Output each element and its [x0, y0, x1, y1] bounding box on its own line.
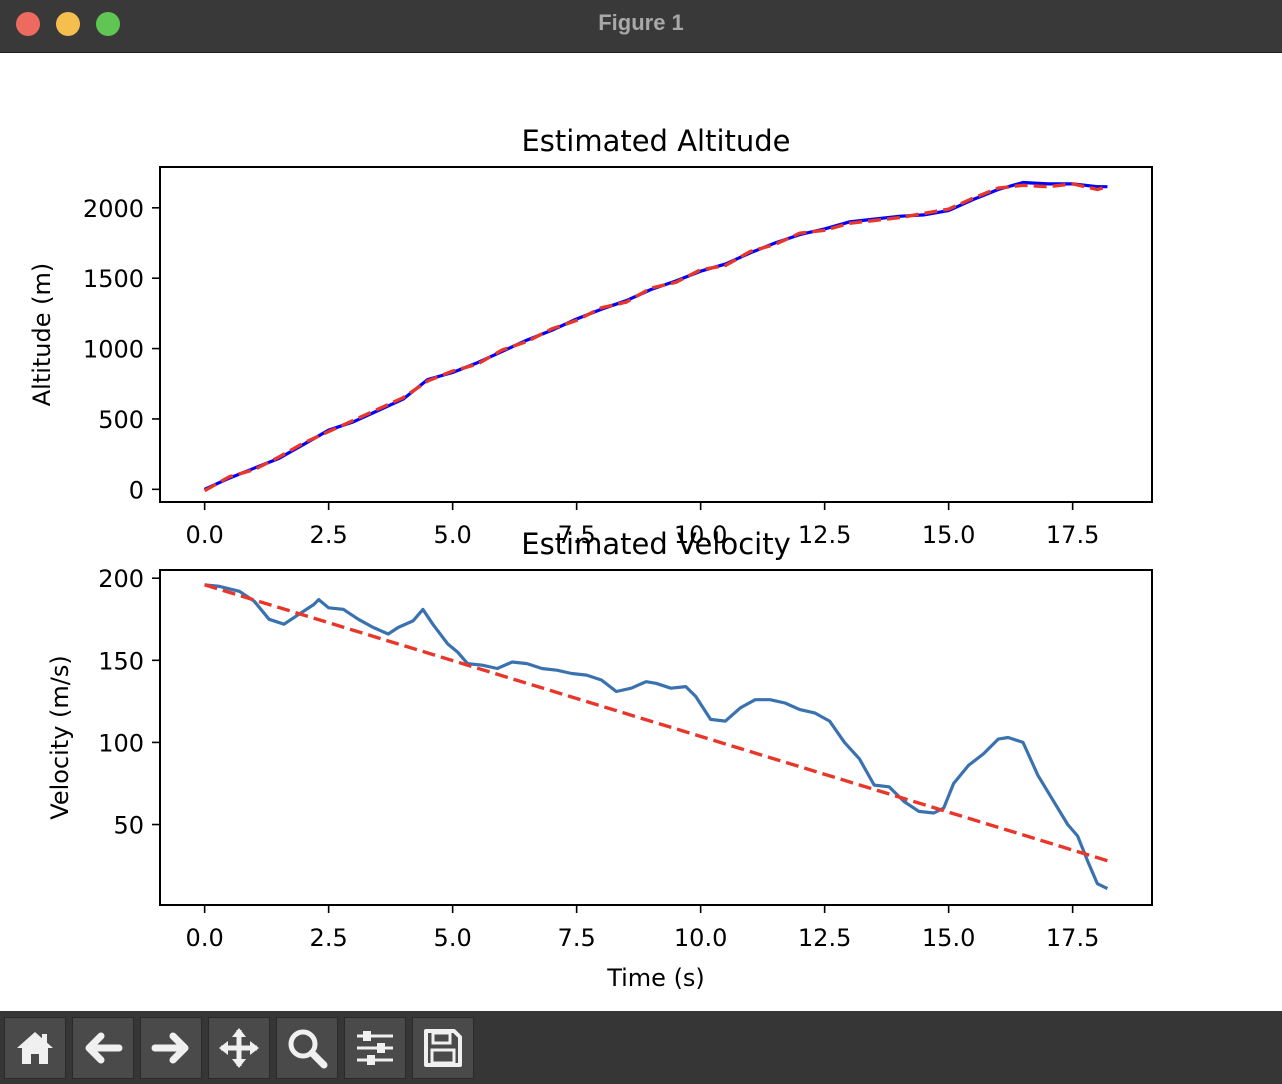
chart1-ytick-label: 1500 — [83, 265, 144, 293]
chart2-xtick-label: 0.0 — [186, 924, 224, 952]
chart1-ytick-label: 1000 — [83, 336, 144, 364]
window-title: Figure 1 — [598, 10, 684, 35]
chart1-xtick-label: 17.5 — [1046, 521, 1099, 549]
navigation-toolbar — [0, 1011, 1282, 1084]
chart2-ytick-label: 150 — [98, 647, 144, 675]
pan-button[interactable] — [208, 1017, 270, 1079]
chart1-series-1-line — [203, 180, 1108, 491]
chart1-title: Estimated Altitude — [521, 124, 790, 158]
chart1-xtick-label: 5.0 — [434, 521, 472, 549]
pan-move-icon — [219, 1028, 259, 1068]
chart2-ytick-label: 200 — [98, 565, 144, 593]
configure-subplots-icon — [357, 1031, 393, 1065]
chart2-series-2-line — [204, 583, 1108, 863]
chart2-xlabel: Time (s) — [606, 964, 705, 992]
chart2-xtick-label: 5.0 — [434, 924, 472, 952]
chart1-xtick-label: 0.0 — [186, 521, 224, 549]
minimize-window-button[interactable] — [56, 12, 80, 36]
chart2-ytick-label: 100 — [98, 729, 144, 757]
chart2-xtick-label: 2.5 — [310, 924, 348, 952]
chart1-ytick-label: 0 — [129, 476, 144, 504]
chart2-xtick-label: 7.5 — [558, 924, 596, 952]
zoom-magnifier-icon — [288, 1029, 328, 1069]
save-floppy-icon — [424, 1029, 462, 1067]
chart2-ytick-label: 50 — [113, 812, 144, 840]
figure-svg: 0.0 2.5 5.0 7.5 10.0 12.5 15.0 17.5050010001500… — [28, 124, 1153, 992]
chart1-axes-frame — [159, 166, 1153, 503]
close-window-button[interactable] — [16, 12, 40, 36]
maximize-window-button[interactable] — [96, 12, 120, 36]
chart1-ytick-label: 2000 — [83, 195, 144, 223]
title-bar: Figure 1 — [0, 0, 1282, 53]
chart1-xtick-label: 10.0 — [674, 521, 727, 549]
chart1-xtick-label: 15.0 — [922, 521, 975, 549]
chart2-xtick-label: 17.5 — [1046, 924, 1099, 952]
chart1-ytick-label: 500 — [98, 406, 144, 434]
chart2-title: Estimated Velocity — [521, 527, 790, 561]
chart1-series-2-line — [203, 182, 1108, 493]
chart2-xtick-label: 15.0 — [922, 924, 975, 952]
zoom-button[interactable] — [276, 1017, 338, 1079]
chart2-axes-frame — [159, 569, 1153, 906]
chart2-xtick-label: 10.0 — [674, 924, 727, 952]
figure-canvas[interactable]: 0.0 2.5 5.0 7.5 10.0 12.5 15.0 17.5 0 500 1000 1500… — [0, 53, 1282, 1011]
chart2-xtick-label: 12.5 — [798, 924, 851, 952]
chart1-xtick-label: 12.5 — [798, 521, 851, 549]
save-button[interactable] — [412, 1017, 474, 1079]
forward-button[interactable] — [140, 1017, 202, 1079]
chart2-ylabel: Velocity (m/s) — [46, 655, 74, 819]
chart1-ylabel: Altitude (m) — [28, 263, 56, 407]
chart1-xtick-label: 7.5 — [558, 521, 596, 549]
home-button[interactable] — [4, 1017, 66, 1079]
forward-arrow-icon — [151, 1032, 189, 1064]
configure-subplots-button[interactable] — [344, 1017, 406, 1079]
home-icon — [17, 1032, 53, 1064]
back-arrow-icon — [85, 1032, 123, 1064]
chart1-xtick-label: 2.5 — [310, 521, 348, 549]
chart2-series-1-line — [204, 583, 1109, 891]
back-button[interactable] — [72, 1017, 134, 1079]
